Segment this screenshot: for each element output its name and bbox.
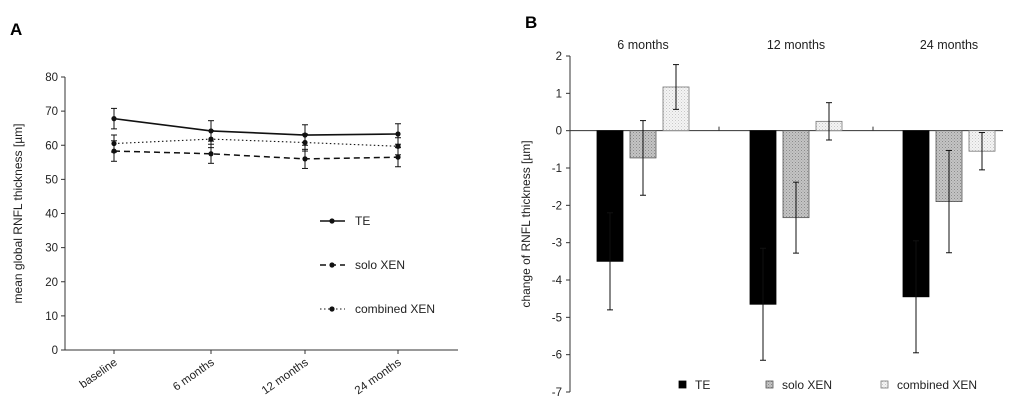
legend-item-combined-xen: combined XEN — [880, 378, 977, 392]
y-tick-label: 70 — [45, 106, 58, 118]
panel-a-line-chart: 0 10 20 30 40 50 60 70 80 baseline 6 months 12 mont… — [11, 72, 458, 397]
x-tick-label-12-months: 12 months — [260, 356, 311, 397]
legend-item-te: TE — [320, 214, 370, 228]
group-label-6-months: 6 months — [617, 38, 668, 52]
data-point — [302, 139, 308, 146]
y-tick-label: 0 — [556, 126, 562, 138]
series-line-solo-xen — [113, 150, 399, 160]
data-point — [302, 156, 308, 162]
legend-marker-combined-xen — [329, 306, 335, 312]
panel-b-letter: B — [525, 13, 537, 32]
y-tick-label: 10 — [45, 311, 58, 323]
x-tick-label-6-months: 6 months — [171, 356, 217, 393]
y-axis-title: mean global RNFL thickness [µm] — [11, 124, 25, 304]
y-tick-label: 80 — [45, 72, 58, 84]
y-tick-label: 1 — [556, 88, 562, 100]
y-tick-label: 20 — [45, 277, 58, 289]
data-point — [208, 136, 214, 142]
series-combined-xen — [111, 130, 401, 156]
data-point — [208, 151, 214, 157]
y-tick-label: -3 — [552, 238, 562, 250]
legend-label-solo-xen: solo XEN — [355, 258, 405, 272]
y-axis-title: change of RNFL thickness [µm] — [519, 140, 533, 307]
legend-label-te: TE — [695, 378, 710, 392]
data-point — [395, 154, 401, 160]
data-point — [111, 116, 117, 122]
series-solo-xen — [629, 120, 963, 254]
x-tick-label-baseline: baseline — [78, 357, 120, 391]
data-point — [111, 140, 117, 147]
y-tick-label: 2 — [556, 51, 562, 63]
legend-label-combined-xen: combined XEN — [355, 302, 435, 316]
series-combined-xen — [662, 64, 996, 171]
series-line-te — [113, 117, 399, 136]
y-tick-label: -2 — [552, 200, 562, 212]
legend-label-combined-xen: combined XEN — [897, 378, 977, 392]
legend-swatch-solo-xen — [765, 380, 774, 389]
y-tick-label: 50 — [45, 174, 58, 186]
y-tick-label: 40 — [45, 209, 58, 221]
y-tick-label: 60 — [45, 140, 58, 152]
y-tick-label: 30 — [45, 243, 58, 255]
data-point — [395, 131, 401, 137]
series-te — [596, 130, 930, 361]
group-label-12-months: 12 months — [767, 38, 825, 52]
x-tick-label-24-months: 24 months — [353, 356, 404, 397]
legend-label-solo-xen: solo XEN — [782, 378, 832, 392]
y-tick-label: -7 — [552, 387, 562, 399]
y-tick-label: -4 — [552, 275, 563, 287]
legend-item-solo-xen: solo XEN — [320, 258, 405, 272]
legend-swatch-combined-xen — [880, 380, 889, 389]
series-solo-xen — [111, 140, 401, 169]
legend-item-te: TE — [678, 378, 710, 392]
legend-marker-solo-xen — [329, 262, 335, 268]
legend-item-solo-xen: solo XEN — [765, 378, 832, 392]
panel-b-bar-chart: -7 -6 -5 -4 -3 -2 -1 0 1 2 change of RNFL thicknes… — [519, 38, 1003, 399]
data-point — [395, 143, 401, 149]
legend-swatch-te — [678, 380, 687, 389]
panel-a-letter: A — [10, 20, 22, 39]
legend-item-combined-xen: combined XEN — [320, 302, 435, 316]
y-tick-label: -5 — [552, 312, 562, 324]
y-tick-label: 0 — [52, 345, 58, 357]
y-tick-label: -1 — [552, 163, 562, 175]
group-label-24-months: 24 months — [920, 38, 978, 52]
legend-label-te: TE — [355, 214, 370, 228]
series-line-combined-xen — [113, 138, 399, 147]
legend-marker-te — [329, 218, 335, 224]
y-tick-label: -6 — [552, 350, 562, 362]
series-te — [111, 107, 401, 146]
